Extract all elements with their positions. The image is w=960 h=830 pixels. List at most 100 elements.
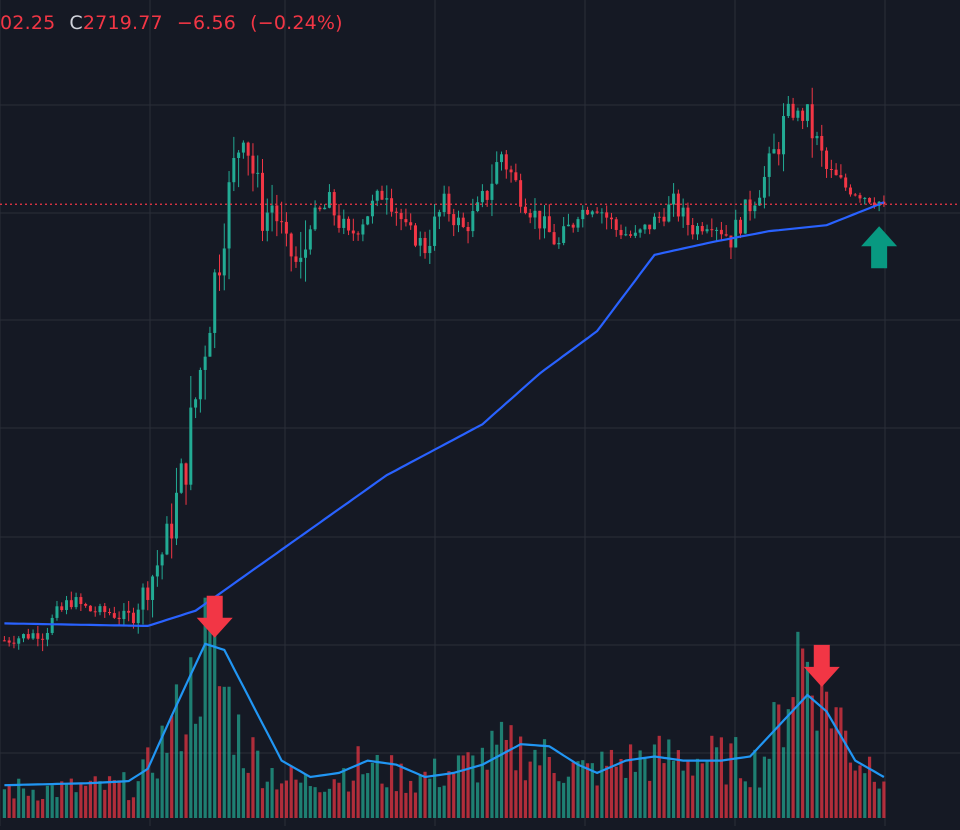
candle-body — [323, 207, 327, 210]
volume-bar — [351, 780, 355, 818]
candle-body — [136, 609, 140, 624]
candle-body — [112, 613, 116, 618]
candle-body — [222, 248, 226, 276]
volume-bar — [762, 756, 767, 818]
change-value: −6.56 — [176, 12, 237, 34]
candle-body — [815, 135, 819, 139]
price-legend: 02.25 C2719.77 −6.56 (−0.24%) — [0, 12, 357, 34]
volume-bar — [542, 739, 547, 818]
candle-body — [605, 212, 609, 218]
volume-bar — [657, 735, 661, 818]
volume-bar — [519, 736, 523, 818]
volume-bar — [772, 702, 776, 818]
candle-body — [356, 233, 360, 235]
candle-body — [562, 226, 566, 243]
volume-bar — [571, 762, 575, 818]
volume-bar — [724, 784, 728, 818]
candle-body — [280, 221, 284, 223]
candle-body — [337, 215, 341, 228]
volume-bar — [17, 778, 21, 818]
volume-bar — [26, 795, 30, 818]
candle-body — [734, 219, 738, 248]
volume-bar — [461, 755, 465, 818]
volume-bar — [638, 750, 642, 818]
candle-body — [552, 232, 556, 245]
candle-body — [347, 218, 351, 231]
volume-bar — [652, 744, 657, 818]
volume-bar — [691, 775, 695, 818]
candle-body — [872, 202, 876, 206]
candle-body — [50, 617, 54, 633]
volume-bar — [50, 785, 54, 818]
volume-bar — [74, 792, 78, 818]
candle-body — [858, 195, 862, 199]
candle-body — [796, 110, 800, 118]
candle-body — [304, 249, 308, 258]
volume-bar — [275, 789, 279, 818]
volume-bar — [767, 758, 771, 818]
candle-body — [509, 169, 513, 173]
candle-body — [643, 224, 647, 230]
candle-body — [60, 606, 64, 611]
candle-body — [729, 235, 733, 248]
volume-bar — [361, 774, 365, 818]
volume-bar — [619, 758, 623, 818]
volume-bar — [595, 785, 599, 818]
volume-bar — [614, 766, 618, 818]
candle-body — [825, 150, 829, 169]
candle-body — [203, 356, 207, 370]
candle-body — [739, 219, 743, 234]
volume-bar — [174, 684, 179, 818]
candle-body — [22, 634, 26, 639]
candle-body — [251, 155, 255, 174]
candle-body — [863, 197, 867, 199]
volume-bar — [55, 797, 59, 818]
close-value: 2719.77 — [82, 12, 163, 34]
candle-body — [313, 207, 317, 230]
candle-body — [270, 205, 274, 213]
candle-body — [351, 230, 355, 234]
volume-bar — [370, 762, 375, 818]
volume-bar — [88, 780, 93, 818]
volume-bar — [676, 750, 680, 818]
volume-bar — [346, 791, 351, 818]
volume-bar — [533, 749, 537, 818]
candle-body — [2, 640, 6, 642]
candle-body — [342, 218, 346, 228]
volume-bar — [528, 761, 532, 818]
candle-body — [471, 211, 475, 232]
candle-body — [586, 209, 590, 215]
candle-body — [160, 554, 164, 566]
close-label: C — [69, 12, 83, 34]
candle-body — [103, 606, 107, 613]
volume-bar — [509, 725, 513, 818]
volume-bar — [146, 747, 150, 818]
volume-bar — [848, 762, 853, 818]
candle-body — [294, 256, 298, 262]
candle-body — [275, 205, 279, 222]
volume-bar — [562, 782, 566, 818]
candle-body — [681, 207, 685, 217]
candle-body — [782, 116, 786, 155]
volume-bar — [662, 763, 666, 818]
candle-body — [375, 190, 379, 201]
candle-body — [710, 229, 714, 231]
volume-bar — [193, 723, 198, 818]
candle-body — [256, 172, 260, 174]
candle-body — [543, 216, 547, 229]
candle-body — [165, 523, 169, 555]
volume-bar — [308, 786, 312, 818]
volume-bar — [404, 792, 408, 818]
candle-body — [705, 229, 709, 232]
volume-bar — [189, 657, 193, 818]
candle-body — [146, 587, 150, 600]
candle-body — [762, 176, 766, 198]
volume-bar — [41, 798, 45, 818]
volume-bar — [523, 780, 528, 818]
volume-bar — [170, 715, 174, 818]
candle-body — [719, 229, 723, 235]
volume-bar — [198, 716, 202, 818]
candle-body — [79, 597, 83, 604]
